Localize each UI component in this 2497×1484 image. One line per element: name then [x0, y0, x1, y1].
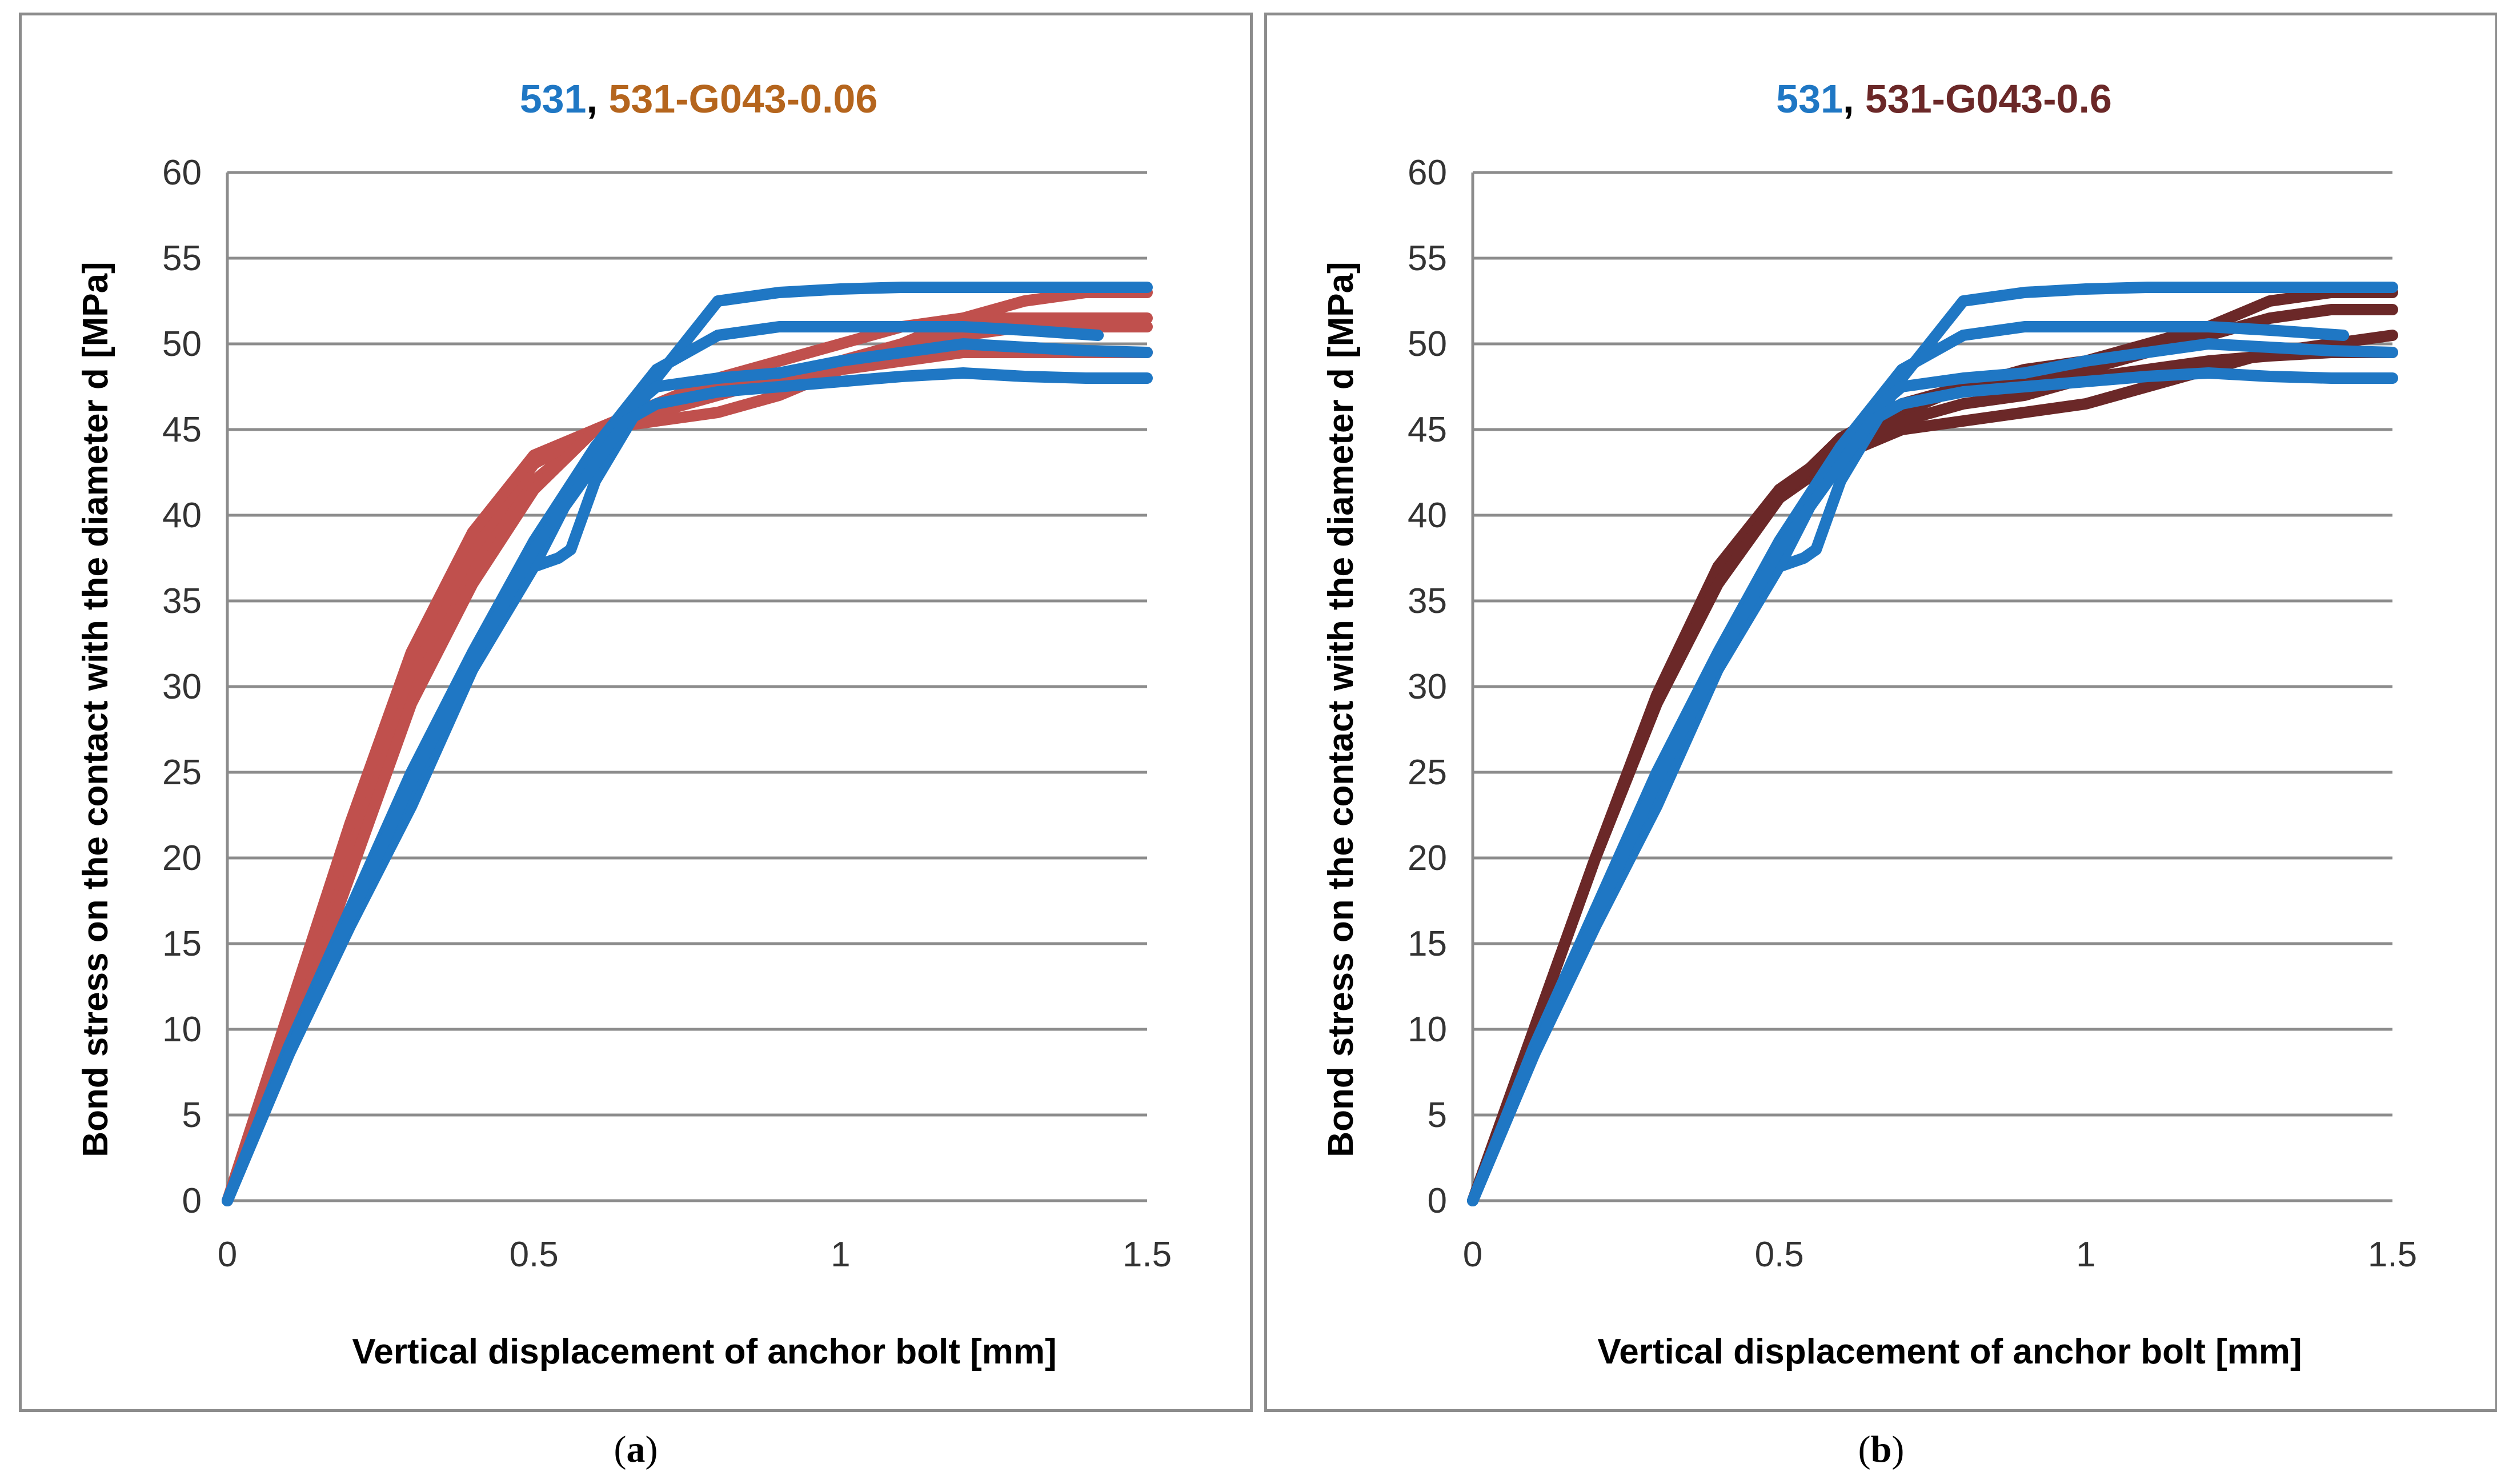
y-axis-title: Bond stress on the contact with the diam… [76, 262, 115, 1157]
series-line-6 [1467, 321, 2350, 1206]
y-tick-label: 15 [162, 924, 202, 964]
x-tick-label: 1 [831, 1235, 850, 1274]
chart-title-part: , [586, 77, 608, 121]
y-tick-label: 20 [162, 839, 202, 878]
y-tick-label: 40 [162, 496, 202, 535]
y-axis-title: Bond stress on the contact with the diam… [1321, 262, 1361, 1157]
series-line-6 [222, 321, 1104, 1206]
chart-title-part: 531 [1776, 77, 1843, 121]
y-tick-label: 35 [1408, 581, 1447, 621]
panel-caption-b: (b) [1858, 1429, 1905, 1470]
series-line-3 [1467, 347, 2398, 1206]
y-tick-label: 20 [1408, 839, 1447, 878]
panel-caption-a: (a) [614, 1429, 658, 1470]
chart-title-part: , [1843, 77, 1865, 121]
chart-panel-b: 531, 531-G043-0.6 0 5 10 15 20 25 30 35 40 45 50 55 6… [1264, 13, 2497, 1412]
chart-panel-a: 531, 531-G043-0.06 0 5 10 15 20 25 30 35 40 45 50 55… [19, 13, 1253, 1412]
x-tick-label: 1.5 [2368, 1235, 2417, 1274]
y-tick-label: 30 [1408, 667, 1447, 707]
y-tick-label: 25 [162, 753, 202, 792]
chart-title-part: 531-G043-0.06 [608, 77, 877, 121]
series-line-2 [222, 347, 1153, 1206]
x-tick-label: 0.5 [510, 1235, 559, 1274]
y-tick-label: 45 [162, 410, 202, 450]
y-tick-label: 60 [162, 153, 202, 192]
series-line-3 [222, 287, 1153, 1206]
y-tick-label: 0 [1428, 1181, 1447, 1221]
chart-title: 531, 531-G043-0.06 [520, 77, 878, 121]
y-tick-label: 50 [1408, 324, 1447, 364]
x-tick-label: 0.5 [1755, 1235, 1804, 1274]
series-line-8 [222, 367, 1153, 1206]
series-line-4 [1467, 304, 2398, 1206]
x-tick-label: 0 [1463, 1235, 1482, 1274]
chart-title-part: 531-G043-0.6 [1865, 77, 2112, 121]
y-tick-label: 45 [1408, 410, 1447, 450]
y-tick-label: 0 [182, 1181, 202, 1221]
y-tick-label: 5 [1428, 1096, 1447, 1135]
y-tick-label: 55 [1408, 239, 1447, 278]
y-tick-label: 50 [162, 324, 202, 364]
series-line-8 [1467, 367, 2398, 1206]
y-tick-label: 55 [162, 239, 202, 278]
x-tick-label: 0 [218, 1235, 237, 1274]
series-line-5 [222, 282, 1153, 1206]
y-tick-label: 60 [1408, 153, 1447, 192]
y-tick-label: 5 [182, 1096, 202, 1135]
y-tick-label: 15 [1408, 924, 1447, 964]
series-line-4 [222, 321, 1153, 1206]
chart-title-part: 531 [520, 77, 587, 121]
y-tick-label: 25 [1408, 753, 1447, 792]
series-line-1 [222, 312, 1153, 1206]
series-line-5 [1467, 282, 2398, 1206]
series-line-2 [1467, 330, 2398, 1206]
x-tick-label: 1 [2076, 1235, 2095, 1274]
x-tick-label: 1.5 [1123, 1235, 1172, 1274]
y-tick-label: 40 [1408, 496, 1447, 535]
x-axis-title: Vertical displacement of anchor bolt [mm… [1597, 1332, 2302, 1371]
chart-canvas-b: 531, 531-G043-0.605101520253035404550556… [1321, 77, 2417, 1371]
y-tick-label: 10 [1408, 1010, 1447, 1049]
x-axis-title: Vertical displacement of anchor bolt [mm… [352, 1332, 1056, 1371]
y-tick-label: 10 [162, 1010, 202, 1049]
chart-title: 531, 531-G043-0.6 [1776, 77, 2112, 121]
y-tick-label: 30 [162, 667, 202, 707]
chart-canvas-a: 531, 531-G043-0.060510152025303540455055… [76, 77, 1172, 1371]
y-tick-label: 35 [162, 581, 202, 621]
